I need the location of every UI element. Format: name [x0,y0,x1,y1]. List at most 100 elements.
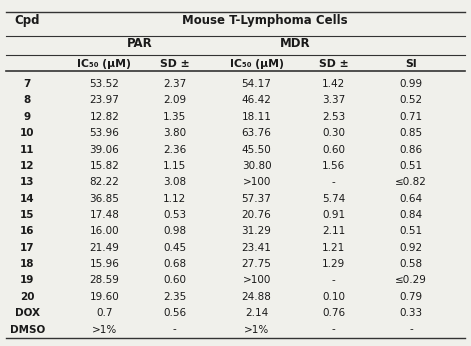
Text: 20: 20 [20,292,34,302]
Text: Mouse T-Lymphoma Cells: Mouse T-Lymphoma Cells [182,14,348,27]
Text: 0.91: 0.91 [322,210,345,220]
Text: 1.35: 1.35 [163,112,186,122]
Text: 0.86: 0.86 [399,145,422,155]
Text: 12.82: 12.82 [89,112,119,122]
Text: -: - [173,325,177,335]
Text: 0.53: 0.53 [163,210,186,220]
Text: 39.06: 39.06 [89,145,119,155]
Text: 45.50: 45.50 [242,145,271,155]
Text: 5.74: 5.74 [322,194,345,204]
Text: >1%: >1% [244,325,269,335]
Text: 14: 14 [20,194,34,204]
Text: IC₅₀ (μM): IC₅₀ (μM) [230,59,284,69]
Text: >100: >100 [243,275,271,285]
Text: Cpd: Cpd [15,14,40,27]
Text: DOX: DOX [15,308,40,318]
Text: 23.97: 23.97 [89,95,119,106]
Text: 1.12: 1.12 [163,194,186,204]
Text: ≤0.82: ≤0.82 [395,177,427,187]
Text: SD ±: SD ± [160,59,189,69]
Text: 0.92: 0.92 [399,243,422,253]
Text: 1.42: 1.42 [322,79,345,89]
Text: DMSO: DMSO [9,325,45,335]
Text: 2.53: 2.53 [322,112,345,122]
Text: -: - [332,177,336,187]
Text: 0.85: 0.85 [399,128,422,138]
Text: MDR: MDR [280,37,310,50]
Text: 17.48: 17.48 [89,210,119,220]
Text: 2.35: 2.35 [163,292,186,302]
Text: 0.45: 0.45 [163,243,186,253]
Text: 16.00: 16.00 [89,226,119,236]
Text: 12: 12 [20,161,34,171]
Text: 0.71: 0.71 [399,112,422,122]
Text: 0.30: 0.30 [322,128,345,138]
Text: 0.52: 0.52 [399,95,422,106]
Text: ≤0.29: ≤0.29 [395,275,427,285]
Text: 8: 8 [24,95,31,106]
Text: PAR: PAR [127,37,153,50]
Text: 19.60: 19.60 [89,292,119,302]
Text: 53.52: 53.52 [89,79,119,89]
Text: 0.64: 0.64 [399,194,422,204]
Text: 0.10: 0.10 [322,292,345,302]
Text: -: - [332,325,336,335]
Text: 19: 19 [20,275,34,285]
Text: 27.75: 27.75 [242,259,271,269]
Text: 3.08: 3.08 [163,177,186,187]
Text: 0.51: 0.51 [399,226,422,236]
Text: 2.36: 2.36 [163,145,186,155]
Text: 0.7: 0.7 [96,308,113,318]
Text: IC₅₀ (μM): IC₅₀ (μM) [77,59,131,69]
Text: 21.49: 21.49 [89,243,119,253]
Text: 3.80: 3.80 [163,128,186,138]
Text: 15.82: 15.82 [89,161,119,171]
Text: 17: 17 [20,243,34,253]
Text: -: - [409,325,413,335]
Text: 46.42: 46.42 [242,95,271,106]
Text: 0.33: 0.33 [399,308,422,318]
Text: 0.68: 0.68 [163,259,186,269]
Text: 0.60: 0.60 [163,275,186,285]
Text: 36.85: 36.85 [89,194,119,204]
Text: 24.88: 24.88 [242,292,271,302]
Text: 2.09: 2.09 [163,95,186,106]
Text: 15.96: 15.96 [89,259,119,269]
Text: 2.14: 2.14 [245,308,268,318]
Text: 18: 18 [20,259,34,269]
Text: 0.60: 0.60 [322,145,345,155]
Text: >1%: >1% [92,325,117,335]
Text: 0.84: 0.84 [399,210,422,220]
Text: 2.11: 2.11 [322,226,345,236]
Text: 0.51: 0.51 [399,161,422,171]
Text: -: - [332,275,336,285]
Text: 3.37: 3.37 [322,95,345,106]
Text: 18.11: 18.11 [242,112,271,122]
Text: 54.17: 54.17 [242,79,271,89]
Text: 1.15: 1.15 [163,161,186,171]
Text: 53.96: 53.96 [89,128,119,138]
Text: 82.22: 82.22 [89,177,119,187]
Text: 1.56: 1.56 [322,161,345,171]
Text: 31.29: 31.29 [242,226,271,236]
Text: 0.98: 0.98 [163,226,186,236]
Text: 9: 9 [24,112,31,122]
Text: 2.37: 2.37 [163,79,186,89]
Text: 1.21: 1.21 [322,243,345,253]
Text: 20.76: 20.76 [242,210,271,220]
Text: 11: 11 [20,145,34,155]
Text: 16: 16 [20,226,34,236]
Text: 0.99: 0.99 [399,79,422,89]
Text: SD ±: SD ± [319,59,349,69]
Text: >100: >100 [243,177,271,187]
Text: 7: 7 [24,79,31,89]
Text: 1.29: 1.29 [322,259,345,269]
Text: 30.80: 30.80 [242,161,271,171]
Text: 63.76: 63.76 [242,128,271,138]
Text: 13: 13 [20,177,34,187]
Text: 57.37: 57.37 [242,194,271,204]
Text: 0.56: 0.56 [163,308,186,318]
Text: 0.79: 0.79 [399,292,422,302]
Text: SI: SI [405,59,417,69]
Text: 10: 10 [20,128,34,138]
